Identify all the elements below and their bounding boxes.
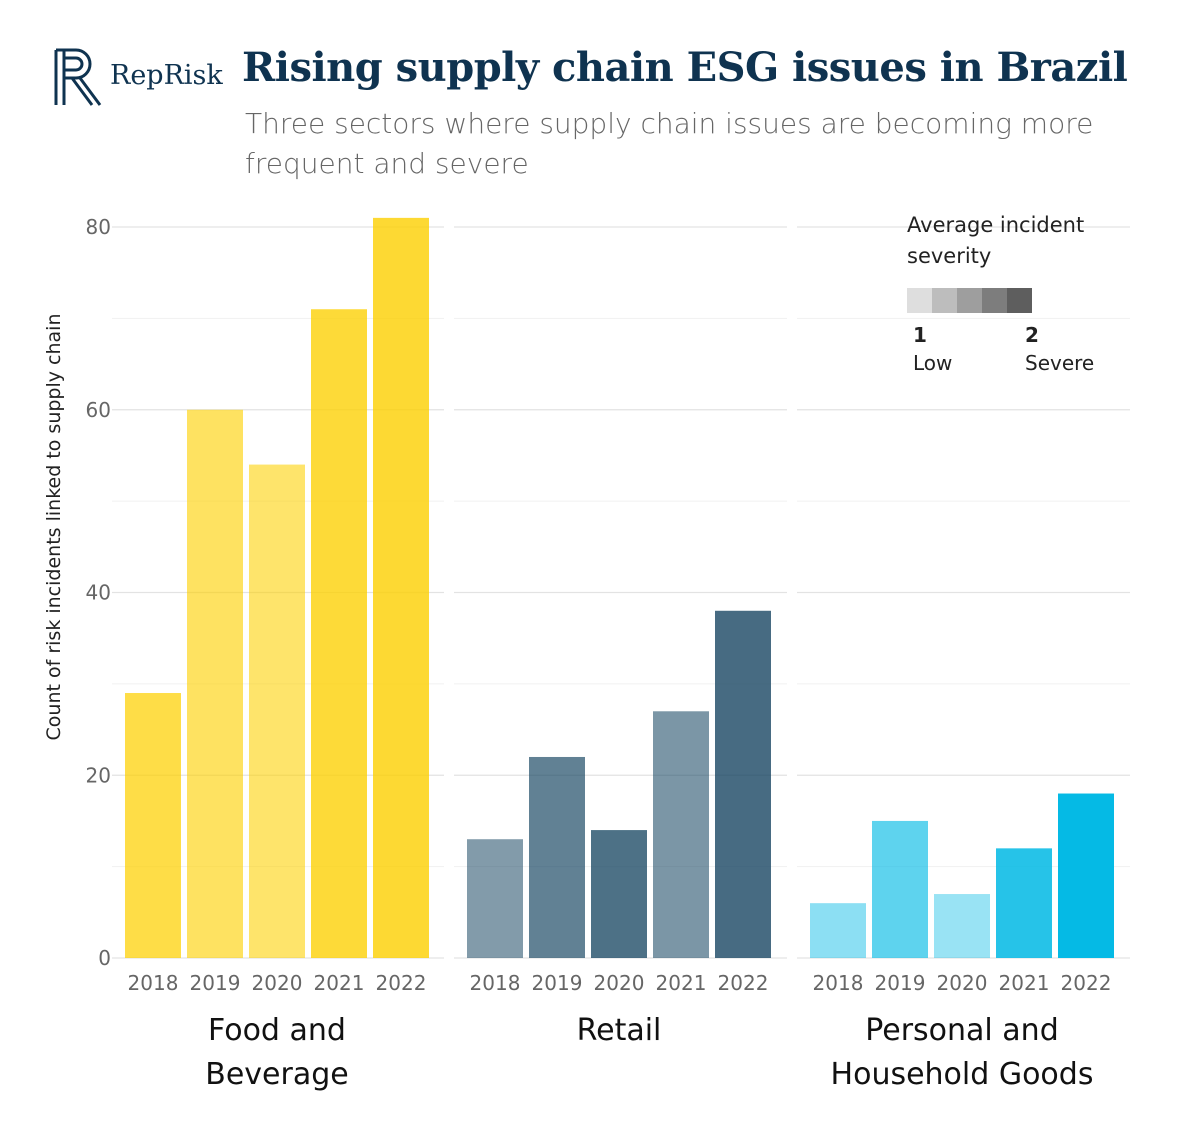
bar xyxy=(311,309,367,958)
panel-label: Food and xyxy=(208,1013,346,1048)
y-tick-label: 20 xyxy=(86,763,111,787)
panel-label: Personal and xyxy=(865,1013,1059,1048)
x-tick-label: 2021 xyxy=(999,971,1050,995)
x-tick-label: 2021 xyxy=(656,971,707,995)
logo: RepRisk xyxy=(52,48,227,108)
bar xyxy=(467,839,523,958)
y-tick-label: 0 xyxy=(98,946,111,970)
bar xyxy=(249,464,305,958)
logo-text: RepRisk xyxy=(110,60,223,91)
legend-low-value: 1 xyxy=(913,323,927,347)
panel-label: Retail xyxy=(577,1013,662,1048)
legend-swatch-1 xyxy=(907,288,932,313)
y-axis-label: Count of risk incidents linked to supply… xyxy=(43,314,65,741)
y-tick-label: 80 xyxy=(86,215,111,239)
x-tick-label: 2020 xyxy=(937,971,988,995)
y-tick-label: 40 xyxy=(86,581,111,605)
panel-label: Household Goods xyxy=(831,1057,1094,1092)
bar xyxy=(934,894,990,958)
legend-high-value: 2 xyxy=(1025,323,1039,347)
x-tick-label: 2018 xyxy=(128,971,179,995)
bar xyxy=(529,756,585,958)
legend-low-label: Low xyxy=(913,351,953,375)
bar xyxy=(591,830,647,958)
legend-swatch-3 xyxy=(957,288,982,313)
legend-low: 1 Low xyxy=(913,321,952,377)
x-tick-label: 2022 xyxy=(376,971,427,995)
bar xyxy=(653,711,709,958)
bar xyxy=(996,848,1052,958)
legend-high-label: Severe xyxy=(1025,351,1095,375)
panel-label: Beverage xyxy=(205,1057,348,1092)
x-tick-label: 2022 xyxy=(718,971,769,995)
x-tick-label: 2020 xyxy=(594,971,645,995)
chart-title: Rising supply chain ESG issues in Brazil xyxy=(242,44,1128,91)
bar xyxy=(810,903,866,958)
bar xyxy=(872,820,928,958)
x-tick-label: 2019 xyxy=(532,971,583,995)
bar xyxy=(1058,793,1114,958)
legend-swatches xyxy=(907,288,1127,313)
y-tick-label: 60 xyxy=(86,398,111,422)
x-tick-label: 2019 xyxy=(875,971,926,995)
bar xyxy=(715,610,771,958)
legend-title: Average incident severity xyxy=(907,213,1085,268)
x-tick-label: 2018 xyxy=(470,971,521,995)
x-tick-label: 2022 xyxy=(1061,971,1112,995)
reprisk-logo-icon xyxy=(54,48,102,106)
bar xyxy=(373,217,429,959)
x-tick-label: 2020 xyxy=(252,971,303,995)
x-tick-label: 2019 xyxy=(190,971,241,995)
x-tick-label: 2021 xyxy=(314,971,365,995)
severity-legend: Average incident severity 1 Low 2 Severe xyxy=(907,210,1127,381)
legend-swatch-2 xyxy=(932,288,957,313)
chart-subtitle: Three sectors where supply chain issues … xyxy=(245,107,1094,180)
bar xyxy=(187,409,243,958)
bar xyxy=(125,693,181,958)
legend-swatch-4 xyxy=(982,288,1007,313)
x-tick-label: 2018 xyxy=(813,971,864,995)
legend-swatch-5 xyxy=(1007,288,1032,313)
legend-high: 2 Severe xyxy=(1025,321,1094,377)
